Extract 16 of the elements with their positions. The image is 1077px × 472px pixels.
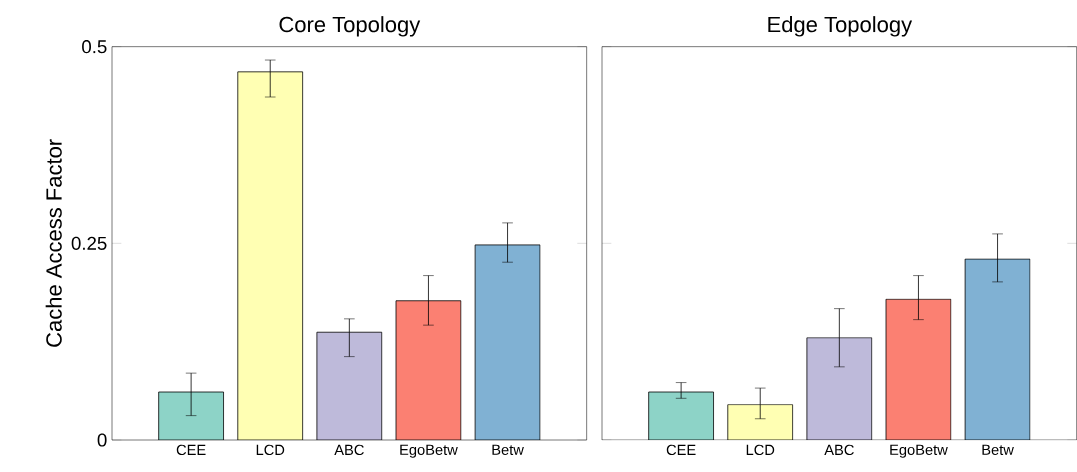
y-tick-label: 0	[97, 433, 107, 447]
x-tick-label: LCD	[746, 444, 775, 456]
x-tick-label: CEE	[666, 444, 696, 456]
x-tick-label: Betw	[492, 444, 524, 455]
x-tick-label: LCD	[256, 444, 285, 456]
y-tick-label: 0.5	[82, 40, 107, 54]
x-tick-label: ABC	[824, 444, 854, 456]
chart-title: Core Topology	[279, 16, 421, 37]
x-tick-label: EgoBetw	[400, 444, 458, 458]
y-tick-label: 0.25	[71, 236, 107, 250]
x-tick-label: CEE	[176, 444, 206, 456]
chart-title: Edge Topology	[768, 16, 913, 37]
y-axis-title: Cache Access Factor	[45, 139, 62, 347]
x-tick-label: Betw	[982, 444, 1014, 455]
x-tick-label: ABC	[334, 444, 364, 456]
x-tick-label: EgoBetw	[890, 444, 948, 458]
